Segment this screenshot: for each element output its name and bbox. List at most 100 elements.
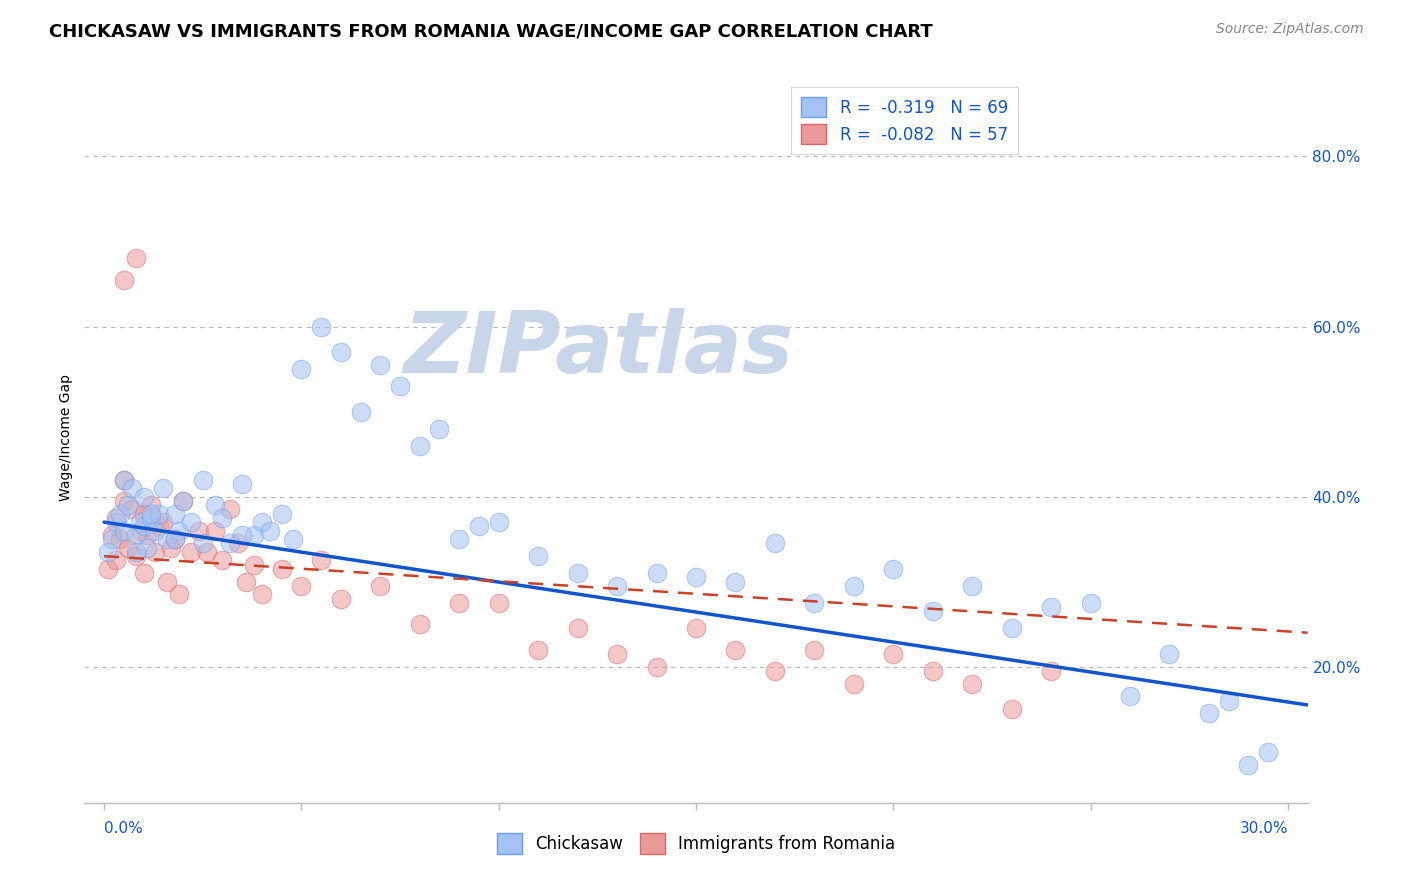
Text: CHICKASAW VS IMMIGRANTS FROM ROMANIA WAGE/INCOME GAP CORRELATION CHART: CHICKASAW VS IMMIGRANTS FROM ROMANIA WAG… [49, 22, 934, 40]
Point [921, 604, 943, 618]
Point [165, 532, 187, 546]
Point [104, 511, 127, 525]
Point [141, 507, 163, 521]
Point [724, 642, 747, 657]
Point [409, 617, 432, 632]
Point [219, 502, 242, 516]
Point [167, 524, 190, 538]
Text: 30.0%: 30.0% [1239, 822, 1288, 837]
Point [449, 532, 471, 546]
Point [270, 562, 292, 576]
Point [167, 587, 190, 601]
Point [283, 532, 305, 546]
Point [112, 524, 135, 538]
Point [117, 541, 139, 555]
Point [112, 473, 135, 487]
Point [156, 574, 179, 589]
Point [803, 596, 825, 610]
Point [763, 664, 786, 678]
Point [180, 515, 202, 529]
Point [124, 528, 146, 542]
Point [165, 507, 187, 521]
Point [124, 545, 146, 559]
Y-axis label: Wage/Income Gap: Wage/Income Gap [59, 374, 73, 500]
Point [121, 481, 143, 495]
Point [132, 490, 155, 504]
Point [219, 536, 242, 550]
Point [349, 404, 371, 418]
Point [124, 549, 146, 563]
Point [685, 570, 707, 584]
Point [1218, 694, 1240, 708]
Point [108, 507, 131, 521]
Point [112, 494, 135, 508]
Point [231, 528, 253, 542]
Point [97, 562, 120, 576]
Point [527, 642, 550, 657]
Point [250, 587, 273, 601]
Point [882, 647, 904, 661]
Point [121, 502, 143, 516]
Point [172, 494, 194, 508]
Point [128, 524, 150, 538]
Point [104, 553, 127, 567]
Point [290, 579, 312, 593]
Point [136, 528, 159, 542]
Point [136, 541, 159, 555]
Point [145, 545, 167, 559]
Point [1237, 757, 1260, 772]
Point [148, 519, 170, 533]
Point [112, 273, 135, 287]
Point [368, 358, 391, 372]
Point [1198, 706, 1220, 721]
Point [128, 515, 150, 529]
Point [250, 515, 273, 529]
Point [187, 524, 209, 538]
Point [195, 545, 218, 559]
Point [1001, 622, 1024, 636]
Point [101, 532, 124, 546]
Point [235, 574, 257, 589]
Point [191, 473, 214, 487]
Point [204, 498, 226, 512]
Point [606, 647, 628, 661]
Point [567, 622, 589, 636]
Point [243, 558, 266, 572]
Point [141, 511, 163, 525]
Point [108, 532, 131, 546]
Point [172, 494, 194, 508]
Legend: Chickasaw, Immigrants from Romania: Chickasaw, Immigrants from Romania [491, 827, 901, 860]
Point [270, 507, 292, 521]
Point [180, 545, 202, 559]
Point [117, 498, 139, 512]
Point [141, 498, 163, 512]
Point [724, 574, 747, 589]
Point [132, 566, 155, 581]
Text: Source: ZipAtlas.com: Source: ZipAtlas.com [1216, 22, 1364, 37]
Point [1080, 596, 1102, 610]
Point [112, 473, 135, 487]
Point [1159, 647, 1181, 661]
Point [1119, 690, 1142, 704]
Point [803, 642, 825, 657]
Text: ZIPatlas: ZIPatlas [404, 308, 793, 391]
Point [842, 579, 865, 593]
Point [152, 481, 174, 495]
Point [842, 677, 865, 691]
Point [645, 659, 668, 673]
Point [124, 252, 146, 266]
Point [960, 579, 983, 593]
Point [429, 421, 451, 435]
Point [309, 319, 332, 334]
Point [156, 532, 179, 546]
Point [1001, 702, 1024, 716]
Point [243, 528, 266, 542]
Point [763, 536, 786, 550]
Point [449, 596, 471, 610]
Point [527, 549, 550, 563]
Point [329, 591, 352, 606]
Point [101, 528, 124, 542]
Point [152, 515, 174, 529]
Point [231, 476, 253, 491]
Point [882, 562, 904, 576]
